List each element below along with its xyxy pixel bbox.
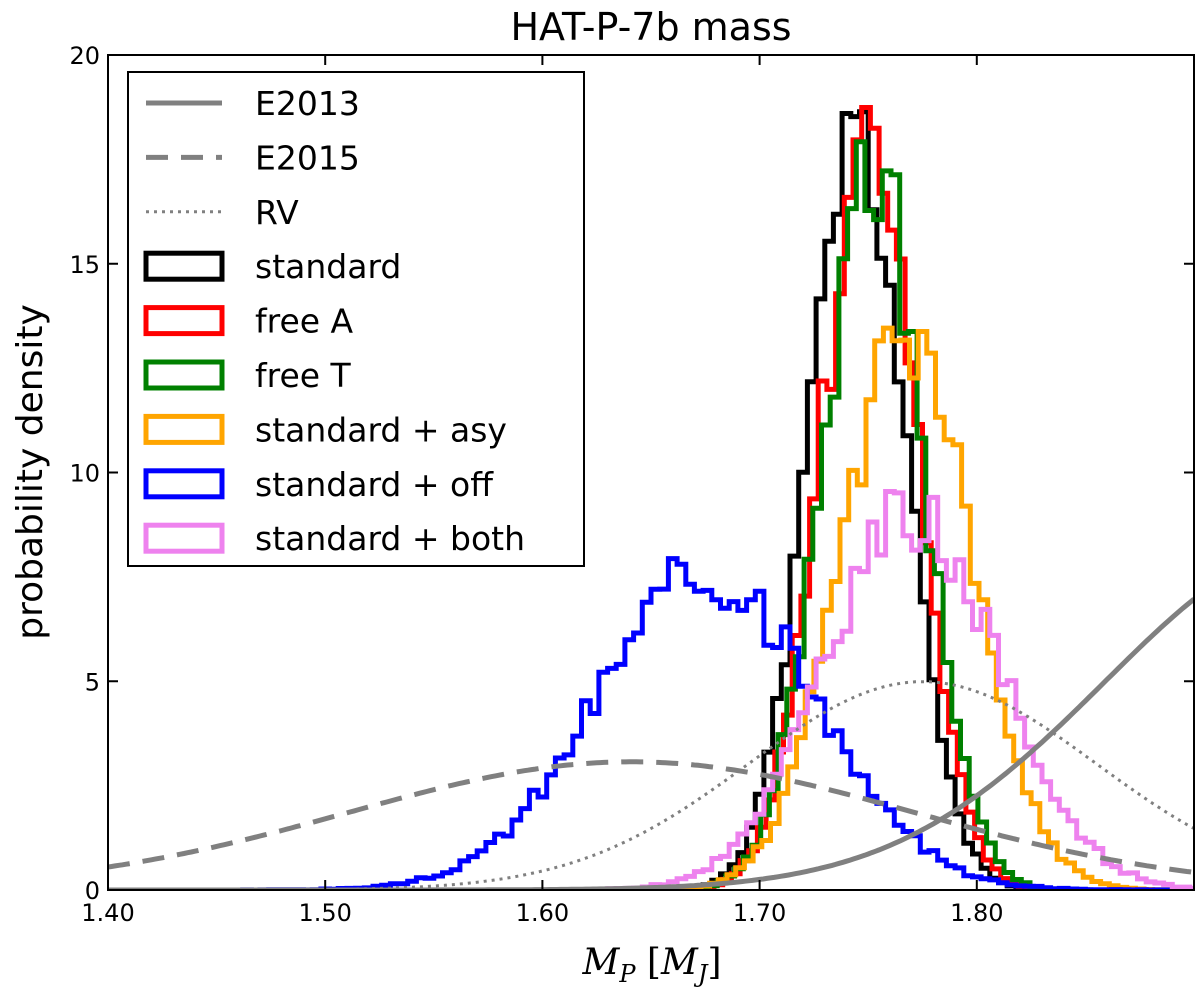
x-tick-label: 1.60 [516,899,569,927]
x-axis-label-symbol-sub: P [618,960,636,988]
x-axis-label: MP [MJ] [581,942,721,988]
legend-swatch-free-t [143,359,225,391]
x-tick-label: 1.70 [733,899,786,927]
x-tick-label: 1.50 [298,899,351,927]
series-standard-both [520,489,1194,890]
y-tick-label: 10 [69,460,100,488]
legend-label-standard-off: standard + off [255,465,494,504]
legend: E2013 E2015 RV standard free A free T standard… [127,71,585,567]
series-layer [108,105,1194,890]
legend-label-standard-asy: standard + asy [255,410,507,449]
legend-label-rv: RV [255,193,299,232]
legend-label-standard: standard [255,247,401,286]
legend-swatch-free-a [143,305,225,337]
chart-title: HAT-P-7b mass [510,5,791,49]
legend-label-free-t: free T [255,356,352,395]
y-tick-label: 15 [69,251,100,279]
legend-label-free-a: free A [255,302,354,341]
x-axis-label-symbol: M [581,942,620,983]
legend-label-e2013: E2013 [255,84,360,123]
series-free-t [645,139,1100,890]
series-rv [108,680,1194,890]
legend-swatch-standard [143,250,225,282]
x-axis-label-bracket-open: [ [635,942,661,983]
series-e2015 [108,759,1194,875]
legend-label-standard-both: standard + both [255,519,525,558]
x-axis-label-unit: M [660,942,699,983]
y-tick-label: 0 [85,877,100,905]
legend-label-e2015: E2015 [255,138,360,177]
x-axis-label-bracket-close: ] [707,942,721,983]
y-tick-label: 5 [85,668,100,696]
legend-box [127,71,585,567]
legend-swatch-standard-both [143,522,225,554]
x-tick-label: 1.40 [81,899,134,927]
series-standard-asy [614,325,1194,890]
series-standard-off [216,556,1194,890]
series-e2013 [108,597,1194,890]
legend-swatch-standard-asy [143,413,225,445]
y-axis-label: probability density [10,304,51,640]
y-tick-label: 20 [69,42,100,70]
legend-swatch-standard-off [143,468,225,500]
ticks-layer: 1.40 1.50 1.60 1.70 1.80 0 5 10 15 20 [69,42,1194,927]
x-tick-label: 1.80 [950,899,1003,927]
